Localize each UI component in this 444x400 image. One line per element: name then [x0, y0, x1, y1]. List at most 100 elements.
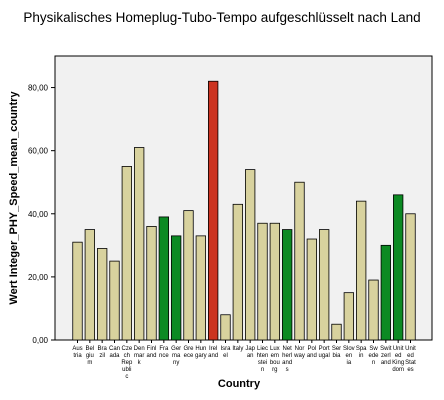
x-tick-label: m [87, 360, 92, 366]
x-tick-label: zil [99, 353, 105, 359]
x-tick-label: Nor [295, 346, 305, 352]
x-tick-label: Can [109, 346, 120, 352]
x-tick-label: Pol [307, 346, 316, 352]
x-tick-label: ch [124, 353, 130, 359]
x-tick-label: Bra [97, 346, 107, 352]
x-tick-label: Ger [171, 346, 181, 352]
bar [134, 147, 145, 341]
x-tick-label: Hun [195, 346, 206, 352]
x-tick-label: and [381, 360, 391, 366]
x-tick-label: way [293, 353, 305, 359]
bar [343, 292, 354, 341]
bar [97, 248, 108, 341]
bar [146, 225, 157, 341]
x-tick-label: Italy [232, 346, 243, 352]
x-tick-label: Isra [220, 346, 231, 352]
y-tick-label: 60,00 [28, 147, 49, 156]
x-tick-label: Jap [245, 346, 255, 352]
x-tick-label: Port [319, 346, 330, 352]
x-tick-label: bou [270, 360, 280, 366]
bar [232, 203, 243, 341]
x-tick-label: Fra [159, 346, 169, 352]
x-tick-label: k [138, 360, 142, 366]
bar [183, 210, 194, 341]
bar [109, 260, 120, 341]
x-tick-label: Cze [121, 346, 132, 352]
bar [171, 235, 182, 341]
x-tick-label: bia [332, 353, 341, 359]
bar [356, 200, 367, 341]
bar [306, 238, 317, 341]
x-tick-label: Aus [72, 346, 82, 352]
x-tick-label: giu [86, 353, 94, 359]
x-tick-label: zerl [381, 353, 391, 359]
x-tick-label: and [146, 353, 156, 359]
y-tick-label: 40,00 [28, 210, 49, 219]
x-tick-label: em [271, 353, 279, 359]
x-tick-label: mar [134, 353, 144, 359]
x-tick-label: Stat [405, 360, 416, 366]
x-tick-label: ede [368, 353, 379, 359]
x-tick-label: el [223, 353, 228, 359]
bar [393, 194, 404, 341]
x-tick-label: Den [134, 346, 145, 352]
bar [368, 279, 379, 341]
bar [380, 244, 391, 341]
bar [121, 166, 132, 341]
x-tick-label: ny [173, 360, 179, 366]
bar [282, 229, 293, 341]
bar [72, 241, 83, 341]
chart-title: Physikalisches Homeplug-Tubo-Tempo aufge… [23, 10, 421, 25]
x-tick-label: en [345, 353, 352, 359]
x-tick-label: Sw [369, 346, 378, 352]
bar [220, 314, 231, 341]
x-tick-label: Ser [332, 346, 341, 352]
x-tick-label: an [247, 353, 254, 359]
x-tick-label: ma [172, 353, 181, 359]
y-tick-label: 80,00 [28, 84, 49, 93]
x-tick-label: Swit [380, 346, 392, 352]
x-tick-label: in [359, 353, 364, 359]
x-tick-label: Net [282, 346, 292, 352]
bar [294, 181, 305, 341]
x-tick-label: dom [392, 367, 404, 373]
y-tick-label: 0,00 [32, 336, 48, 345]
x-tick-label: ugal [318, 353, 329, 359]
x-tick-label: and [282, 360, 292, 366]
x-tick-label: herl [282, 353, 292, 359]
x-tick-label: Unit [393, 346, 404, 352]
x-tick-label: s [286, 367, 289, 373]
x-tick-label: hten [257, 353, 269, 359]
x-tick-label: ece [184, 353, 194, 359]
x-tick-label: Irel [209, 346, 217, 352]
bar [208, 80, 219, 341]
x-tick-label: ed [407, 353, 414, 359]
x-tick-label: King [392, 360, 404, 366]
x-tick-label: tria [73, 353, 82, 359]
x-tick-label: Rep [121, 360, 133, 366]
x-tick-label: Liec [257, 346, 268, 352]
x-tick-label: Unit [405, 346, 416, 352]
x-tick-label: and [307, 353, 317, 359]
x-tick-label: rg [272, 367, 277, 373]
bar [158, 216, 169, 341]
x-tick-label: c [125, 374, 128, 380]
bar [245, 169, 256, 341]
bar [84, 229, 95, 341]
x-tick-label: ubli [122, 367, 131, 373]
bar [269, 222, 280, 341]
x-tick-label: Finl [147, 346, 157, 352]
x-tick-label: stei [258, 360, 267, 366]
x-tick-label: ia [346, 360, 351, 366]
x-tick-label: Gre [183, 346, 194, 352]
x-tick-label: n [372, 360, 375, 366]
x-tick-label: ada [109, 353, 120, 359]
bar [331, 323, 342, 341]
x-tick-label: es [407, 367, 413, 373]
x-tick-label: Spa [356, 346, 367, 352]
x-tick-label: Bel [85, 346, 94, 352]
x-tick-label: and [208, 353, 218, 359]
bar [257, 222, 268, 341]
x-axis-label: Country [217, 378, 261, 390]
